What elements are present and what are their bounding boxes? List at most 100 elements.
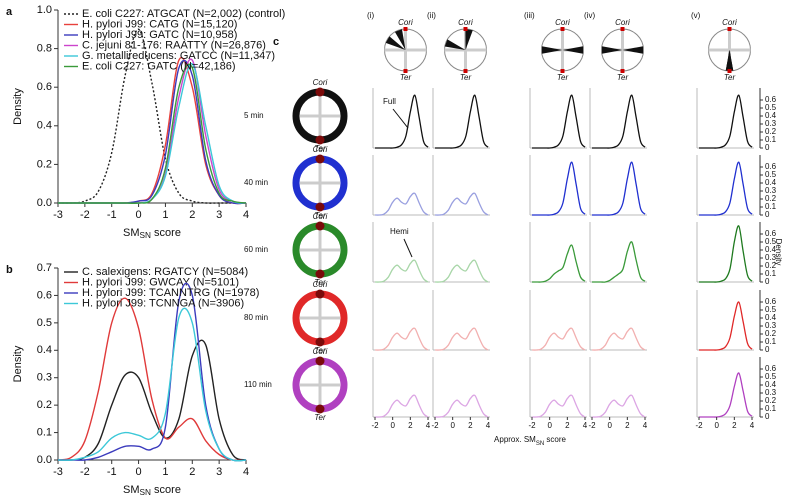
density-line — [532, 94, 586, 149]
density-line — [591, 394, 646, 418]
density-line — [592, 94, 646, 149]
panel-letter: c — [273, 36, 279, 48]
y-tick-label: 0.1 — [765, 337, 777, 346]
density-line — [58, 63, 247, 204]
density-line — [531, 244, 586, 283]
y-tick-label: 0.3 — [765, 388, 777, 397]
x-tick-label: 0 — [390, 421, 395, 430]
x-tick-label: 2 — [468, 421, 473, 430]
terminus-mark — [315, 269, 325, 279]
origin-mark — [727, 27, 732, 31]
x-tick-label: 2 — [625, 421, 630, 430]
terminus-mark — [315, 404, 325, 414]
y-axis-label: Density — [774, 239, 783, 266]
density-line — [699, 301, 753, 351]
y-axis-label: Density — [12, 88, 24, 125]
y-tick-label: 0 — [765, 277, 770, 286]
cori-label: Cori — [313, 78, 328, 87]
x-tick-label: 4 — [426, 421, 431, 430]
y-tick-label: 0.4 — [765, 111, 777, 120]
axis-label: SMSN score — [123, 484, 181, 497]
axis-label-sub: SN — [536, 441, 544, 447]
legend-label: H. pylori J99: TCANNTRG (N=1978) — [82, 287, 259, 299]
density-line — [591, 241, 646, 283]
x-tick-label: 3 — [216, 466, 222, 478]
x-tick-label: 1 — [162, 466, 168, 478]
ter-label: Ter — [557, 73, 569, 82]
axis-label-end: score — [151, 484, 181, 496]
replisome-wedge — [725, 50, 734, 71]
x-tick-label: 4 — [486, 421, 491, 430]
axis-label-sub: SN — [140, 488, 152, 497]
y-tick-label: 0.1 — [765, 404, 777, 413]
cori-label: Cori — [615, 18, 630, 27]
replisome-wedge — [622, 46, 644, 54]
panel-letter: a — [6, 6, 13, 18]
y-tick-label: 1.0 — [37, 4, 52, 16]
density-line — [434, 259, 489, 283]
y-tick-label: 0.3 — [765, 119, 777, 128]
axis-label-main: SM — [123, 484, 140, 496]
x-tick-label: 2 — [565, 421, 570, 430]
replisome-wedge — [601, 46, 623, 54]
x-tick-label: 0 — [714, 421, 719, 430]
column-label: (v) — [691, 11, 701, 20]
terminus-mark — [315, 202, 325, 212]
x-tick-label: 3 — [216, 209, 222, 221]
y-tick-label: 0.2 — [37, 399, 52, 411]
y-axis-label: Density — [12, 345, 24, 382]
legend-label: E. coli C227: ATGCAT (N=2,002) (control) — [82, 8, 285, 20]
density-line — [375, 94, 429, 149]
x-tick-label: 0 — [136, 466, 142, 478]
x-tick-label: -1 — [107, 466, 117, 478]
y-tick-label: 0.5 — [765, 372, 777, 381]
y-tick-label: 0.4 — [765, 313, 777, 322]
x-tick-label: -2 — [80, 466, 90, 478]
density-line — [591, 327, 646, 351]
legend-label: E. coli C227: GATC (N=42,186) — [82, 60, 236, 72]
density-line — [57, 297, 247, 462]
density-line — [374, 394, 429, 418]
x-tick-label: 0 — [450, 421, 455, 430]
x-tick-label: 0 — [607, 421, 612, 430]
cori-label: Cori — [458, 18, 473, 27]
replisome-wedge — [394, 29, 406, 50]
hemi-label: Hemi — [390, 227, 409, 236]
y-tick-label: 0.6 — [765, 162, 777, 171]
origin-mark — [560, 27, 565, 31]
column-label: (iv) — [584, 11, 595, 20]
cori-label: Cori — [313, 280, 328, 289]
row-label: 110 min — [244, 380, 272, 389]
density-line — [698, 372, 753, 418]
origin-mark — [315, 356, 325, 366]
x-tick-label: 1 — [162, 209, 168, 221]
x-tick-label: 4 — [243, 209, 249, 221]
cori-label: Cori — [313, 347, 328, 356]
x-tick-label: -2 — [431, 421, 439, 430]
origin-mark — [315, 221, 325, 231]
density-line — [434, 327, 489, 351]
y-tick-label: 0.3 — [765, 253, 777, 262]
row-label: 5 min — [244, 111, 264, 120]
row-label: 80 min — [244, 313, 268, 322]
legend-label: H. pylori J99: GWCAY (N=5101) — [82, 276, 239, 288]
y-tick-label: 0.3 — [765, 186, 777, 195]
y-tick-label: 0.5 — [765, 305, 777, 314]
y-tick-label: 0.5 — [37, 317, 52, 329]
y-tick-label: 0.1 — [765, 202, 777, 211]
x-tick-label: 2 — [408, 421, 413, 430]
x-tick-label: 4 — [583, 421, 588, 430]
cori-label: Cori — [398, 18, 413, 27]
x-tick-label: 0 — [547, 421, 552, 430]
row-label: 60 min — [244, 245, 268, 254]
ter-label: Ter — [724, 73, 736, 82]
y-tick-label: 0.4 — [765, 245, 777, 254]
y-tick-label: 0.6 — [37, 289, 52, 301]
full-label: Full — [383, 97, 396, 106]
density-line — [57, 307, 247, 462]
x-tick-label: 4 — [750, 421, 755, 430]
y-tick-label: 0.2 — [765, 261, 777, 270]
replisome-wedge — [562, 46, 584, 54]
y-tick-label: 0.3 — [37, 372, 52, 384]
y-tick-label: 0.0 — [37, 454, 52, 466]
